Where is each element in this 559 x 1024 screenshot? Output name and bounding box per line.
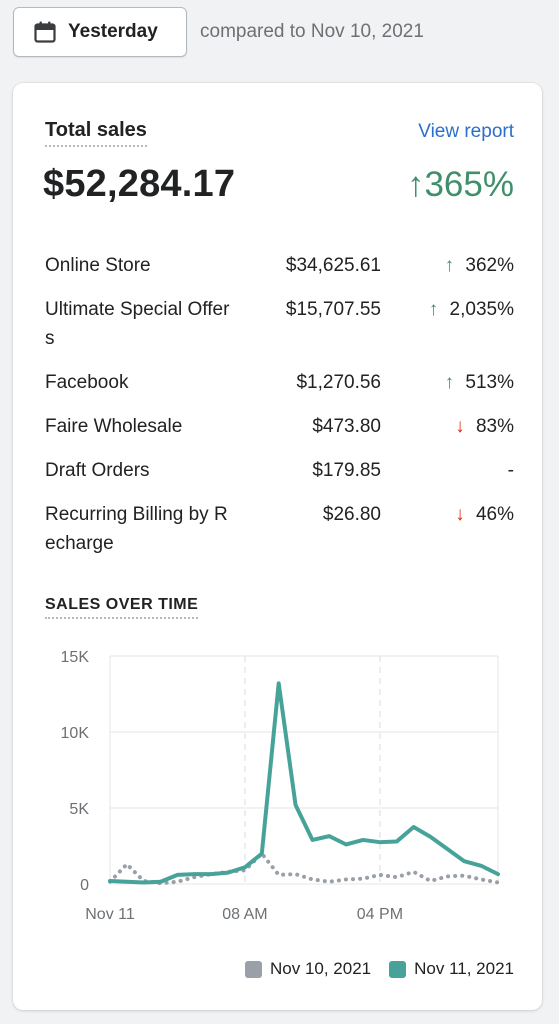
channel-change: - [508, 456, 514, 485]
channel-change-value: 83% [475, 416, 514, 437]
comparison-text: compared to Nov 10, 2021 [200, 21, 424, 42]
total-sales-value: $52,284.17 [43, 163, 236, 205]
channel-name: Draft Orders [45, 460, 150, 481]
series-line-current [108, 681, 500, 885]
channel-change-value: 46% [475, 504, 514, 525]
legend-label: Nov 10, 2021 [269, 959, 372, 978]
channel-name: Online Store [45, 255, 151, 276]
channel-change: ↑ 362% [445, 251, 514, 280]
sales-channel-row: Draft Orders $179.85 - [45, 456, 514, 485]
arrow-up-icon: ↑ [444, 255, 460, 276]
y-tick-label: 10K [61, 725, 90, 742]
channel-change-value: 2,035% [449, 299, 514, 320]
chart-legend: Nov 10, 2021 Nov 11, 2021 [227, 959, 514, 979]
arrow-down-icon: ↓ [455, 416, 470, 437]
sales-channel-row: Ultimate Special Offers $15,707.55 ↑ 2,035… [45, 295, 514, 353]
y-tick-label: 5K [69, 801, 89, 818]
top-bar: Yesterday compared to Nov 10, 2021 [13, 6, 424, 58]
channel-value: $1,270.56 [296, 372, 381, 393]
legend-item: Nov 11, 2021 [389, 959, 514, 979]
channel-value: $473.80 [312, 416, 381, 437]
x-tick-label: 04 PM [357, 906, 403, 923]
total-sales-card: Total sales View report $52,284.17 ↑365%… [13, 83, 542, 1010]
legend-swatch [244, 960, 262, 978]
channel-change: ↓ 46% [455, 500, 514, 529]
total-change-value: 365% [424, 165, 514, 204]
legend-label: Nov 11, 2021 [414, 959, 514, 978]
arrow-up-icon: ↑ [406, 165, 425, 204]
channel-name: Faire Wholesale [45, 416, 183, 437]
arrow-down-icon: ↓ [455, 504, 470, 525]
sales-channel-row: Faire Wholesale $473.80 ↓ 83% [45, 412, 514, 441]
channel-value: $179.85 [312, 460, 381, 481]
channel-name: Ultimate Special Offers [45, 299, 230, 349]
channel-value: $15,707.55 [285, 299, 381, 320]
channel-change: ↑ 2,035% [429, 295, 514, 324]
channel-change-value: - [507, 460, 514, 481]
channel-name: Recurring Billing by Recharge [45, 504, 228, 554]
channel-change-value: 362% [465, 255, 514, 276]
series-line-previous [108, 851, 500, 886]
sales-channel-row: Online Store $34,625.61 ↑ 362% [45, 251, 514, 280]
y-tick-label: 15K [61, 649, 90, 666]
channel-name: Facebook [45, 372, 129, 393]
arrow-up-icon: ↑ [444, 372, 460, 393]
y-tick-label: 0 [80, 877, 89, 894]
view-report-link[interactable]: View report [418, 121, 514, 142]
sales-channel-row: Recurring Billing by Recharge $26.80 ↓ 46% [45, 500, 514, 558]
sales-over-time-title[interactable]: SALES OVER TIME [45, 596, 199, 619]
channel-change: ↑ 513% [445, 368, 514, 397]
sales-over-time-chart: 0 5K 10K 15K Nov 11 08 AM 04 PM [61, 649, 500, 923]
total-sales-change: ↑365% [407, 165, 514, 205]
channel-value: $34,625.61 [285, 255, 381, 276]
channel-value: $26.80 [322, 504, 381, 525]
legend-swatch [389, 960, 407, 978]
date-range-label: Yesterday [68, 21, 158, 42]
sales-channel-row: Facebook $1,270.56 ↑ 513% [45, 368, 514, 397]
date-range-button[interactable]: Yesterday [13, 7, 187, 57]
card-title[interactable]: Total sales [45, 119, 147, 147]
channel-change-value: 513% [465, 372, 514, 393]
x-tick-label: 08 AM [222, 906, 267, 923]
legend-item: Nov 10, 2021 [244, 959, 372, 979]
calendar-icon [34, 21, 56, 43]
arrow-up-icon: ↑ [428, 299, 444, 320]
x-tick-label: Nov 11 [85, 906, 135, 923]
channel-change: ↓ 83% [455, 412, 514, 441]
